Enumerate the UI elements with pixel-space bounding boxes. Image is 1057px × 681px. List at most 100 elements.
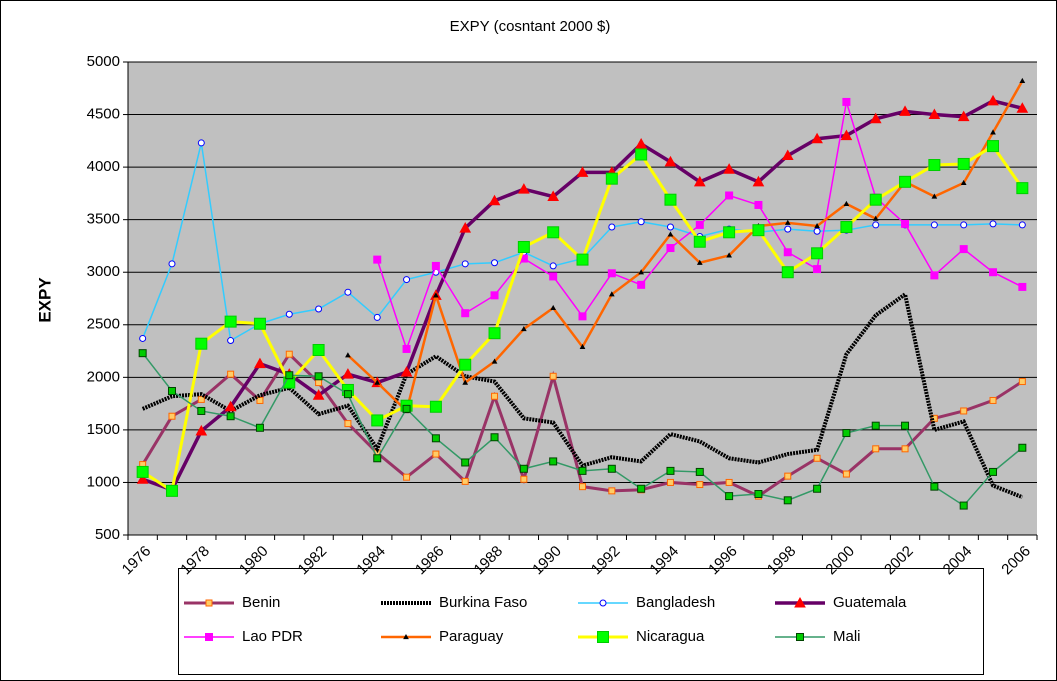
marker <box>752 224 765 237</box>
marker <box>869 112 882 124</box>
marker <box>168 412 176 420</box>
marker <box>136 465 149 478</box>
marker <box>224 315 237 328</box>
marker <box>195 424 208 436</box>
marker <box>314 372 323 381</box>
marker <box>725 478 733 486</box>
marker <box>490 433 499 442</box>
y-tick-label: 4000 <box>87 158 120 175</box>
marker <box>607 464 616 473</box>
marker <box>781 266 794 279</box>
marker <box>550 304 557 311</box>
marker <box>930 482 939 491</box>
marker <box>605 172 618 185</box>
marker <box>723 226 736 239</box>
marker <box>518 183 530 194</box>
marker <box>695 220 704 229</box>
marker <box>285 310 293 318</box>
marker <box>521 325 527 332</box>
marker <box>664 193 677 206</box>
marker <box>989 220 997 228</box>
marker <box>167 386 176 395</box>
marker <box>725 492 734 501</box>
marker <box>520 475 528 483</box>
series-line <box>141 290 1024 500</box>
legend-label: Guatemala <box>833 594 907 611</box>
marker <box>843 200 850 206</box>
marker <box>638 269 644 275</box>
marker <box>872 445 880 453</box>
marker <box>168 260 176 268</box>
marker <box>403 473 411 481</box>
marker <box>403 633 409 640</box>
marker <box>840 129 853 141</box>
marker <box>1019 77 1026 84</box>
marker <box>813 227 821 235</box>
marker <box>989 467 998 476</box>
marker <box>139 334 147 342</box>
marker <box>899 105 911 116</box>
marker <box>987 94 999 106</box>
marker <box>783 496 792 505</box>
marker <box>227 337 235 345</box>
marker <box>666 223 674 231</box>
marker <box>794 596 806 608</box>
marker <box>901 445 909 453</box>
marker <box>959 501 968 510</box>
marker <box>597 631 609 643</box>
marker <box>957 110 970 122</box>
marker <box>1018 221 1026 229</box>
marker <box>960 221 968 229</box>
marker <box>136 473 149 484</box>
marker <box>342 368 354 379</box>
y-tick-label: 500 <box>95 526 120 543</box>
y-tick-label: 5000 <box>87 53 120 70</box>
marker <box>901 421 910 430</box>
marker <box>811 247 824 260</box>
marker <box>431 261 440 270</box>
marker <box>842 470 850 478</box>
marker <box>693 235 706 248</box>
marker <box>459 358 472 371</box>
marker <box>579 343 586 349</box>
marker <box>197 395 205 403</box>
marker <box>400 366 413 377</box>
marker <box>813 265 822 274</box>
marker <box>960 179 967 185</box>
marker <box>608 291 615 297</box>
marker <box>1018 282 1027 291</box>
y-axis-title: EXPY <box>35 277 54 323</box>
y-tick-label: 3500 <box>87 211 120 228</box>
marker <box>549 372 557 380</box>
marker <box>488 327 501 340</box>
marker <box>783 248 792 257</box>
marker <box>930 271 939 280</box>
marker <box>344 288 352 296</box>
marker <box>431 434 440 443</box>
marker <box>637 484 646 493</box>
marker <box>547 226 560 239</box>
marker <box>607 269 616 278</box>
marker <box>344 420 352 428</box>
marker <box>608 487 616 495</box>
marker <box>205 599 213 607</box>
marker <box>373 313 381 321</box>
marker <box>490 291 499 300</box>
marker <box>343 390 352 399</box>
marker <box>637 280 646 289</box>
y-tick-label: 3000 <box>87 263 120 280</box>
marker <box>811 132 823 144</box>
legend-label: Nicaragua <box>636 628 705 645</box>
marker <box>781 149 794 161</box>
marker <box>491 358 498 364</box>
marker <box>869 193 882 206</box>
marker <box>957 157 970 170</box>
marker <box>491 259 499 267</box>
marker <box>784 219 791 225</box>
marker <box>576 253 589 266</box>
marker <box>255 423 264 432</box>
marker <box>226 412 235 421</box>
y-tick-label: 1000 <box>87 473 120 490</box>
marker <box>754 200 763 209</box>
marker <box>723 163 735 174</box>
